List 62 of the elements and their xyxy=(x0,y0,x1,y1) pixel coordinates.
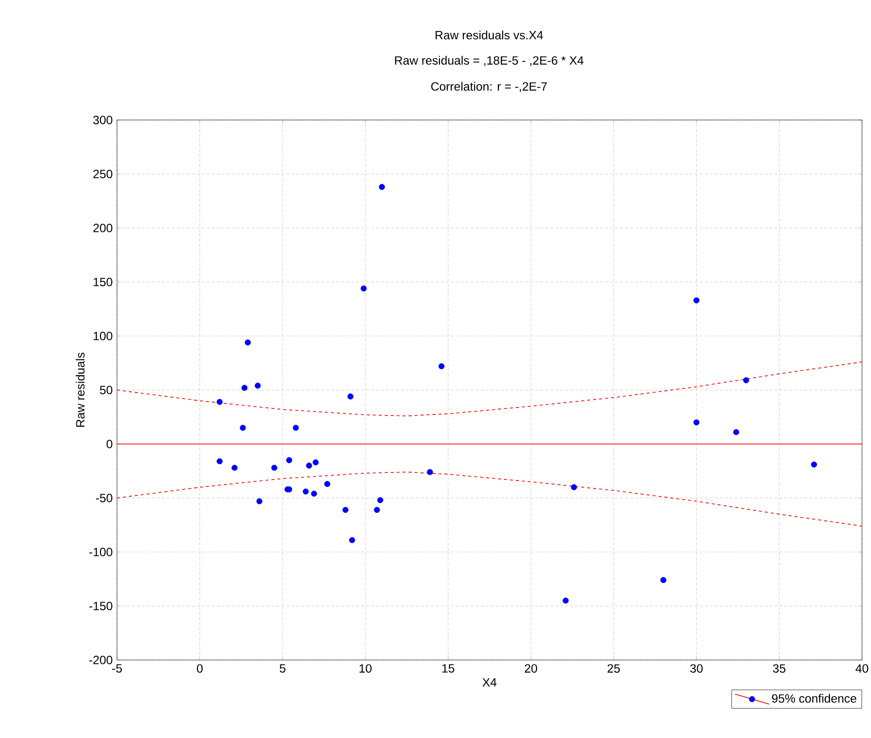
y-tick-label: 250 xyxy=(93,170,112,178)
chart-title: Raw residuals vs.X4 xyxy=(436,30,543,40)
x-tick-label: 20 xyxy=(524,664,538,673)
point xyxy=(810,462,817,468)
point xyxy=(693,297,700,304)
point xyxy=(306,462,312,469)
x-tick-label: 5 xyxy=(280,664,286,673)
point xyxy=(302,488,309,495)
point xyxy=(254,382,261,389)
legend-label: 95% confidence xyxy=(772,694,856,703)
point xyxy=(271,464,278,471)
y-tick-label: -50 xyxy=(96,494,112,502)
point xyxy=(360,285,367,292)
text: Correlation: r = -,2E-7 xyxy=(431,82,547,92)
point xyxy=(312,459,319,466)
y-tick-label: -200 xyxy=(89,656,112,664)
point xyxy=(743,377,750,384)
line-series xyxy=(117,472,862,526)
point xyxy=(232,464,238,471)
point xyxy=(216,458,223,464)
point xyxy=(438,363,444,370)
point xyxy=(693,419,700,426)
point xyxy=(374,506,380,513)
x-axis-title: X4 xyxy=(482,678,496,686)
line-series xyxy=(117,362,862,416)
x-tick-label: 35 xyxy=(773,664,786,673)
point xyxy=(216,398,223,405)
point xyxy=(660,577,666,584)
x-tick-label: 30 xyxy=(690,664,703,673)
point xyxy=(562,598,569,604)
x-tick-label: -5 xyxy=(112,664,122,673)
point xyxy=(286,457,292,464)
y-tick-label: 50 xyxy=(100,386,112,394)
point xyxy=(342,506,348,513)
y-tick-label: 150 xyxy=(94,278,112,286)
y-tick-label: 200 xyxy=(93,224,112,232)
point xyxy=(378,184,385,190)
chart-subtitle: Raw residuals = ,18E-5 - ,2E-6 * X4 xyxy=(395,56,584,66)
point xyxy=(240,424,246,431)
x-tick-label: 40 xyxy=(856,664,868,673)
y-tick-label: -100 xyxy=(89,548,112,556)
point xyxy=(347,393,354,400)
y-tick-label: 100 xyxy=(94,332,112,340)
point xyxy=(570,484,577,490)
point xyxy=(311,490,318,497)
point xyxy=(256,498,262,504)
point xyxy=(244,339,251,346)
point xyxy=(292,424,299,431)
point xyxy=(426,469,433,476)
point xyxy=(241,384,248,391)
point xyxy=(377,497,384,504)
y-tick-label: 300 xyxy=(93,116,112,124)
x-tick-label: 10 xyxy=(360,664,372,673)
y-tick-label: -150 xyxy=(89,602,112,610)
x-tick-label: 15 xyxy=(442,664,454,673)
y-axis-title: Raw residuals xyxy=(76,352,85,427)
point xyxy=(324,480,330,487)
y-tick-label: 0 xyxy=(106,440,112,448)
point xyxy=(349,537,356,544)
x-tick-label: 25 xyxy=(608,664,620,673)
x-tick-label: 0 xyxy=(196,664,203,673)
point xyxy=(733,429,740,436)
